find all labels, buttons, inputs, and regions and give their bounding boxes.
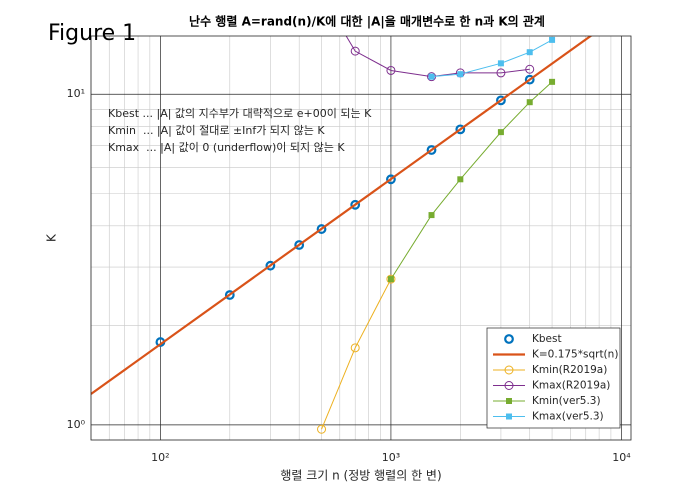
legend-label: Kbest (532, 333, 562, 345)
marker (350, 46, 360, 56)
marker (294, 240, 305, 250)
chart-title: 난수 행렬 A=rand(n)/K에 대한 |A|을 매개변수로 한 n과 K의… (189, 14, 545, 29)
marker (526, 49, 533, 56)
marker (386, 174, 396, 185)
annotation: Kbest ... |A| 값의 지수부가 대략적으로 e+00이 되는 K (108, 107, 372, 120)
series-line (91, 36, 593, 395)
marker (386, 274, 396, 284)
x-tick-label: 10³ (382, 451, 400, 464)
marker (525, 64, 535, 74)
annotation: Kmax ... |A| 값이 0 (underflow)이 되지 않는 K (108, 141, 345, 154)
y-tick-label: 10⁰ (67, 418, 86, 431)
marker (504, 381, 514, 390)
marker (526, 99, 533, 106)
legend-label: Kmax(R2019a) (532, 380, 610, 392)
marker (428, 73, 435, 80)
marker (455, 124, 466, 135)
y-tick-label: 10¹ (67, 87, 85, 100)
marker (457, 176, 464, 183)
series-line (390, 81, 553, 280)
marker (457, 71, 464, 78)
marker (426, 145, 437, 155)
legend-label: K=0.175*sqrt(n) (532, 349, 618, 361)
marker (224, 290, 235, 300)
annotation: Kmin ... |A| 값이 절대로 ±Inf가 되지 않는 K (108, 124, 325, 137)
legend-label: Kmax(ver5.3) (532, 411, 604, 423)
marker (497, 60, 504, 67)
marker (549, 78, 556, 85)
series-line (321, 278, 392, 430)
legend: Kbest K=0.175*sqrt(n) Kmin(R2019a) Kmax(R20… (486, 327, 621, 429)
x-tick-label: 10⁴ (612, 451, 631, 464)
marker (316, 224, 327, 234)
marker (496, 95, 506, 106)
marker (387, 276, 394, 283)
x-tick-label: 10² (151, 451, 169, 464)
window-label: Figure 1 (48, 21, 136, 46)
marker (350, 343, 360, 353)
legend-label: Kmin(R2019a) (532, 364, 607, 376)
marker (265, 260, 276, 271)
marker (549, 36, 556, 43)
legend-box (486, 327, 621, 429)
marker (496, 68, 506, 78)
annotations: Kbest ... |A| 값의 지수부가 대략적으로 e+00이 되는 K Km… (108, 107, 372, 154)
y-axis-label: K (45, 233, 59, 242)
marker (506, 398, 512, 404)
marker (524, 74, 535, 85)
marker (428, 212, 435, 219)
axes-box (90, 35, 632, 441)
marker (497, 129, 504, 136)
x-axis-label: 행렬 크기 n (정방 행렬의 한 변) (280, 468, 441, 483)
marker (504, 334, 514, 344)
marker (504, 365, 514, 375)
marker (350, 199, 361, 210)
marker (317, 424, 327, 434)
marker (506, 413, 512, 420)
legend-label: Kmin(ver5.3) (532, 395, 601, 407)
marks (91, 36, 593, 434)
marker (386, 65, 396, 75)
